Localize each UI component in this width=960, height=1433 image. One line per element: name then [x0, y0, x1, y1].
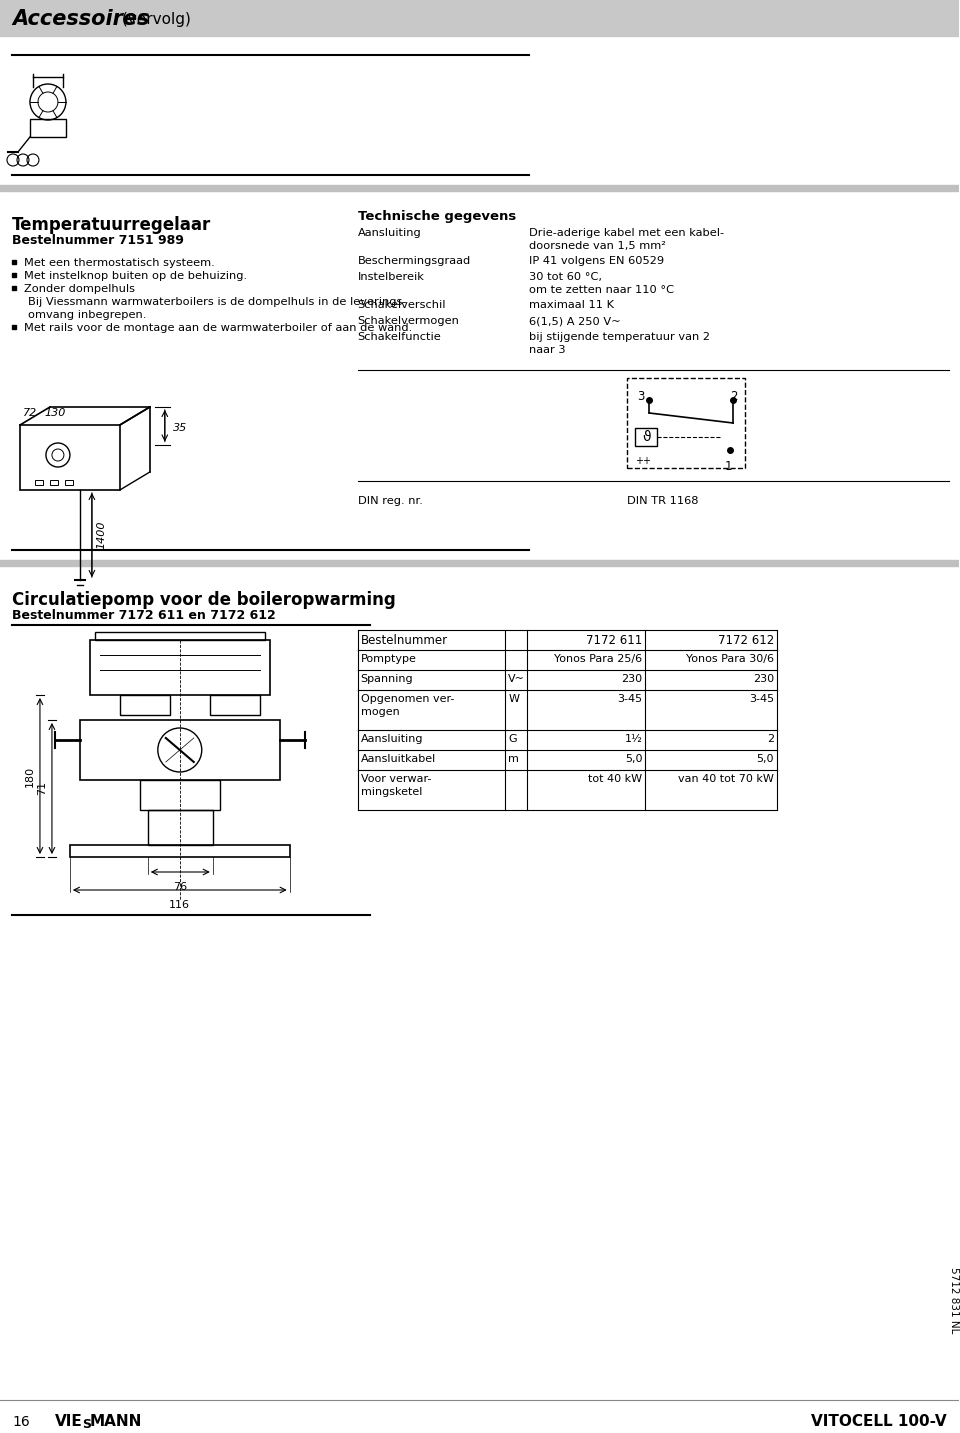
- Bar: [70, 845, 290, 857]
- Text: Temperatuurregelaar: Temperatuurregelaar: [12, 216, 211, 234]
- Bar: [95, 632, 265, 641]
- Bar: [209, 695, 260, 715]
- Text: IP 41 volgens EN 60529: IP 41 volgens EN 60529: [529, 257, 664, 267]
- Bar: [627, 378, 745, 469]
- Text: Zonder dompelhuls: Zonder dompelhuls: [24, 284, 135, 294]
- Bar: [636, 428, 658, 446]
- Text: omvang inbegrepen.: omvang inbegrepen.: [28, 310, 146, 320]
- Text: Opgenomen ver-: Opgenomen ver-: [361, 694, 454, 704]
- Text: maximaal 11 K: maximaal 11 K: [529, 299, 614, 310]
- Text: 130: 130: [45, 408, 66, 418]
- Text: MANN: MANN: [90, 1414, 142, 1430]
- Bar: [140, 780, 220, 810]
- Text: 3-45: 3-45: [617, 694, 642, 704]
- Text: 76: 76: [173, 881, 187, 891]
- Text: 230: 230: [621, 674, 642, 684]
- Text: 3: 3: [637, 390, 644, 403]
- Text: 30 tot 60 °C,: 30 tot 60 °C,: [529, 272, 602, 282]
- Text: Aansluiting: Aansluiting: [361, 734, 423, 744]
- Text: DIN TR 1168: DIN TR 1168: [627, 496, 699, 506]
- Text: mingsketel: mingsketel: [361, 787, 422, 797]
- Text: Bestelnummer: Bestelnummer: [361, 633, 447, 646]
- Bar: [0, 560, 959, 566]
- Bar: [30, 119, 66, 138]
- Text: Pomptype: Pomptype: [361, 653, 417, 663]
- Text: mogen: mogen: [361, 706, 399, 716]
- Text: 72: 72: [23, 408, 37, 418]
- Text: Aansluiting: Aansluiting: [357, 228, 421, 238]
- Text: 3-45: 3-45: [749, 694, 774, 704]
- Text: van 40 tot 70 kW: van 40 tot 70 kW: [678, 774, 774, 784]
- Text: 6(1,5) A 250 V~: 6(1,5) A 250 V~: [529, 317, 621, 325]
- Text: Instelbereik: Instelbereik: [357, 272, 424, 282]
- Text: Schakelverschil: Schakelverschil: [357, 299, 446, 310]
- Text: bij stijgende temperatuur van 2: bij stijgende temperatuur van 2: [529, 332, 710, 342]
- Text: G: G: [509, 734, 517, 744]
- Text: 2: 2: [767, 734, 774, 744]
- Text: (vervolg): (vervolg): [117, 11, 191, 26]
- Text: 180: 180: [25, 765, 35, 787]
- Text: Schakelfunctie: Schakelfunctie: [357, 332, 442, 342]
- Text: 5,0: 5,0: [625, 754, 642, 764]
- Text: S: S: [82, 1417, 91, 1430]
- Text: 7172 611: 7172 611: [586, 633, 642, 646]
- Text: om te zetten naar 110 °C: om te zetten naar 110 °C: [529, 285, 674, 295]
- Text: naar 3: naar 3: [529, 345, 566, 355]
- Text: VIE: VIE: [55, 1414, 83, 1430]
- Bar: [50, 480, 58, 484]
- Text: Technische gegevens: Technische gegevens: [357, 211, 516, 224]
- Text: ϑ: ϑ: [642, 430, 651, 444]
- Text: 5712 831 NL: 5712 831 NL: [948, 1267, 959, 1333]
- Text: W: W: [509, 694, 519, 704]
- Text: ++: ++: [636, 456, 651, 466]
- Text: 7172 612: 7172 612: [718, 633, 774, 646]
- Text: 230: 230: [753, 674, 774, 684]
- Text: VITOCELL 100-V: VITOCELL 100-V: [811, 1414, 947, 1430]
- Text: 1400: 1400: [97, 520, 107, 549]
- Text: Accessoires: Accessoires: [12, 9, 150, 29]
- Text: 35: 35: [173, 423, 187, 433]
- Text: Voor verwar-: Voor verwar-: [361, 774, 431, 784]
- Text: DIN reg. nr.: DIN reg. nr.: [357, 496, 422, 506]
- Text: 116: 116: [169, 900, 190, 910]
- Text: 16: 16: [12, 1414, 30, 1429]
- Text: 1: 1: [725, 460, 732, 473]
- Bar: [80, 719, 279, 780]
- Bar: [35, 480, 43, 484]
- Text: Bestelnummer 7172 611 en 7172 612: Bestelnummer 7172 611 en 7172 612: [12, 609, 276, 622]
- Bar: [90, 641, 270, 695]
- Text: m: m: [509, 754, 519, 764]
- Text: Yonos Para 30/6: Yonos Para 30/6: [686, 653, 774, 663]
- Bar: [0, 0, 959, 36]
- Text: Beschermingsgraad: Beschermingsgraad: [357, 257, 470, 267]
- Bar: [0, 185, 959, 191]
- Text: V~: V~: [509, 674, 525, 684]
- Text: Met instelknop buiten op de behuizing.: Met instelknop buiten op de behuizing.: [24, 271, 247, 281]
- Text: Met rails voor de montage aan de warmwaterboiler of aan de wand.: Met rails voor de montage aan de warmwat…: [24, 322, 412, 332]
- Text: 71: 71: [36, 781, 47, 795]
- Text: Drie-aderige kabel met een kabel-: Drie-aderige kabel met een kabel-: [529, 228, 725, 238]
- Bar: [148, 810, 213, 845]
- Text: Schakelvermogen: Schakelvermogen: [357, 317, 460, 325]
- Text: tot 40 kW: tot 40 kW: [588, 774, 642, 784]
- Bar: [20, 426, 120, 490]
- Text: 2: 2: [731, 390, 737, 403]
- Bar: [65, 480, 73, 484]
- Text: Circulatiepomp voor de boileropwarming: Circulatiepomp voor de boileropwarming: [12, 590, 396, 609]
- Bar: [120, 695, 170, 715]
- Text: doorsnede van 1,5 mm²: doorsnede van 1,5 mm²: [529, 241, 666, 251]
- Text: Aansluitkabel: Aansluitkabel: [361, 754, 436, 764]
- Text: Met een thermostatisch systeem.: Met een thermostatisch systeem.: [24, 258, 215, 268]
- Text: Spanning: Spanning: [361, 674, 413, 684]
- Text: Bij Viessmann warmwaterboilers is de dompelhuls in de leverings-: Bij Viessmann warmwaterboilers is de dom…: [28, 297, 406, 307]
- Text: 5,0: 5,0: [756, 754, 774, 764]
- Text: Bestelnummer 7151 989: Bestelnummer 7151 989: [12, 234, 184, 246]
- Text: Yonos Para 25/6: Yonos Para 25/6: [554, 653, 642, 663]
- Text: 1½: 1½: [624, 734, 642, 744]
